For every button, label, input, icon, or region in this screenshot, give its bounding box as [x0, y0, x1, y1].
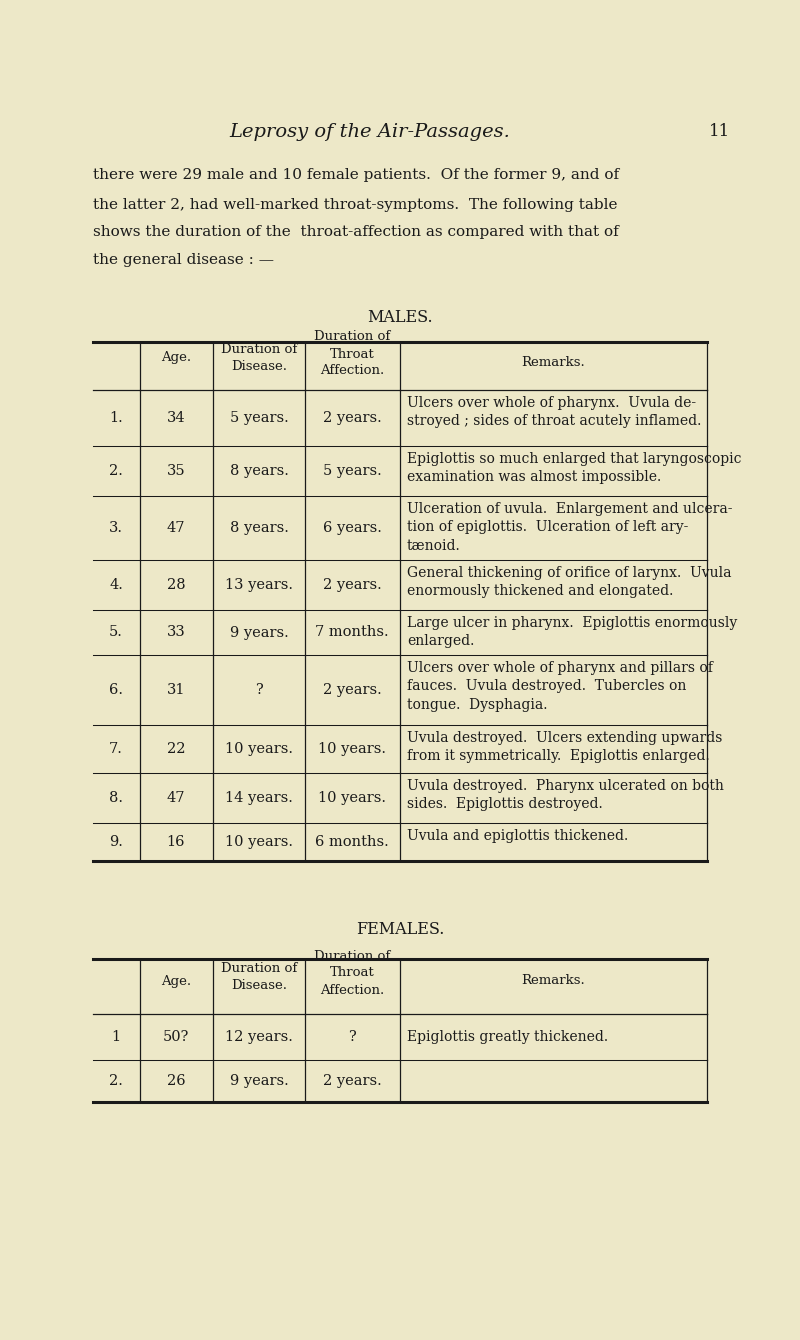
Text: 47: 47	[166, 521, 186, 535]
Text: 2 years.: 2 years.	[322, 578, 382, 592]
Text: 10 years.: 10 years.	[225, 835, 293, 850]
Text: 9 years.: 9 years.	[230, 626, 288, 639]
Text: 47: 47	[166, 791, 186, 805]
Text: 26: 26	[166, 1073, 186, 1088]
Text: ?: ?	[348, 1030, 356, 1044]
Text: 5 years.: 5 years.	[230, 411, 288, 425]
Text: 1: 1	[111, 1030, 121, 1044]
Text: 28: 28	[166, 578, 186, 592]
Text: 5 years.: 5 years.	[322, 464, 382, 478]
Text: 2 years.: 2 years.	[322, 1073, 382, 1088]
Text: 34: 34	[166, 411, 186, 425]
Text: General thickening of orifice of larynx.  Uvula
enormously thickened and elongat: General thickening of orifice of larynx.…	[407, 565, 731, 599]
Text: 12 years.: 12 years.	[225, 1030, 293, 1044]
Text: Uvula and epiglottis thickened.: Uvula and epiglottis thickened.	[407, 829, 628, 843]
Text: FEMALES.: FEMALES.	[356, 921, 444, 938]
Text: Large ulcer in pharynx.  Epiglottis enormously
enlarged.: Large ulcer in pharynx. Epiglottis enorm…	[407, 616, 738, 649]
Text: 4.: 4.	[109, 578, 123, 592]
Text: Ulcers over whole of pharynx and pillars of
fauces.  Uvula destroyed.  Tubercles: Ulcers over whole of pharynx and pillars…	[407, 661, 713, 712]
Text: Remarks.: Remarks.	[521, 974, 585, 988]
Text: 2.: 2.	[109, 1073, 123, 1088]
Text: 8 years.: 8 years.	[230, 521, 289, 535]
Text: 14 years.: 14 years.	[225, 791, 293, 805]
Text: 35: 35	[166, 464, 186, 478]
Text: 2 years.: 2 years.	[322, 683, 382, 697]
Text: 2 years.: 2 years.	[322, 411, 382, 425]
Text: 3.: 3.	[109, 521, 123, 535]
Text: Ulceration of uvula.  Enlargement and ulcera-
tion of epiglottis.  Ulceration of: Ulceration of uvula. Enlargement and ulc…	[407, 502, 733, 553]
Text: 10 years.: 10 years.	[318, 791, 386, 805]
Text: Age.: Age.	[161, 974, 191, 988]
Text: 7.: 7.	[109, 742, 123, 756]
Text: 22: 22	[166, 742, 186, 756]
Text: Epiglottis greatly thickened.: Epiglottis greatly thickened.	[407, 1030, 608, 1044]
Text: there were 29 male and 10 female patients.  Of the former 9, and of: there were 29 male and 10 female patient…	[93, 168, 619, 182]
Text: 10 years.: 10 years.	[225, 742, 293, 756]
Text: MALES.: MALES.	[367, 310, 433, 327]
Text: ?: ?	[255, 683, 263, 697]
Text: Remarks.: Remarks.	[521, 355, 585, 369]
Text: 13 years.: 13 years.	[225, 578, 293, 592]
Text: 1.: 1.	[109, 411, 123, 425]
Text: 5.: 5.	[109, 626, 123, 639]
Text: 8.: 8.	[109, 791, 123, 805]
Text: Uvula destroyed.  Ulcers extending upwards
from it symmetrically.  Epiglottis en: Uvula destroyed. Ulcers extending upward…	[407, 732, 722, 764]
Text: 9 years.: 9 years.	[230, 1073, 288, 1088]
Text: 6.: 6.	[109, 683, 123, 697]
Text: shows the duration of the  throat-affection as compared with that of: shows the duration of the throat-affecti…	[93, 225, 618, 239]
Text: Uvula destroyed.  Pharynx ulcerated on both
sides.  Epiglottis destroyed.: Uvula destroyed. Pharynx ulcerated on bo…	[407, 779, 724, 812]
Text: 6 months.: 6 months.	[315, 835, 389, 850]
Text: Age.: Age.	[161, 351, 191, 364]
Text: Duration of
Throat
Affection.: Duration of Throat Affection.	[314, 331, 390, 378]
Text: Leprosy of the Air-Passages.: Leprosy of the Air-Passages.	[230, 123, 510, 141]
Text: 6 years.: 6 years.	[322, 521, 382, 535]
Text: Duration of
Disease.: Duration of Disease.	[221, 343, 297, 373]
Text: 11: 11	[710, 123, 730, 141]
Text: Ulcers over whole of pharynx.  Uvula de-
stroyed ; sides of throat acutely infla: Ulcers over whole of pharynx. Uvula de- …	[407, 397, 702, 429]
Text: 10 years.: 10 years.	[318, 742, 386, 756]
Text: 50?: 50?	[163, 1030, 189, 1044]
Text: 16: 16	[166, 835, 186, 850]
Text: 7 months.: 7 months.	[315, 626, 389, 639]
Text: 33: 33	[166, 626, 186, 639]
Text: Epiglottis so much enlarged that laryngoscopic
examination was almost impossible: Epiglottis so much enlarged that laryngo…	[407, 452, 742, 484]
Text: 9.: 9.	[109, 835, 123, 850]
Text: 31: 31	[166, 683, 186, 697]
Text: Duration of
Throat
Affection.: Duration of Throat Affection.	[314, 950, 390, 997]
Text: the latter 2, had well-marked throat-symptoms.  The following table: the latter 2, had well-marked throat-sym…	[93, 198, 618, 212]
Text: the general disease : —: the general disease : —	[93, 253, 274, 267]
Text: Duration of
Disease.: Duration of Disease.	[221, 962, 297, 992]
Text: 8 years.: 8 years.	[230, 464, 289, 478]
Text: 2.: 2.	[109, 464, 123, 478]
